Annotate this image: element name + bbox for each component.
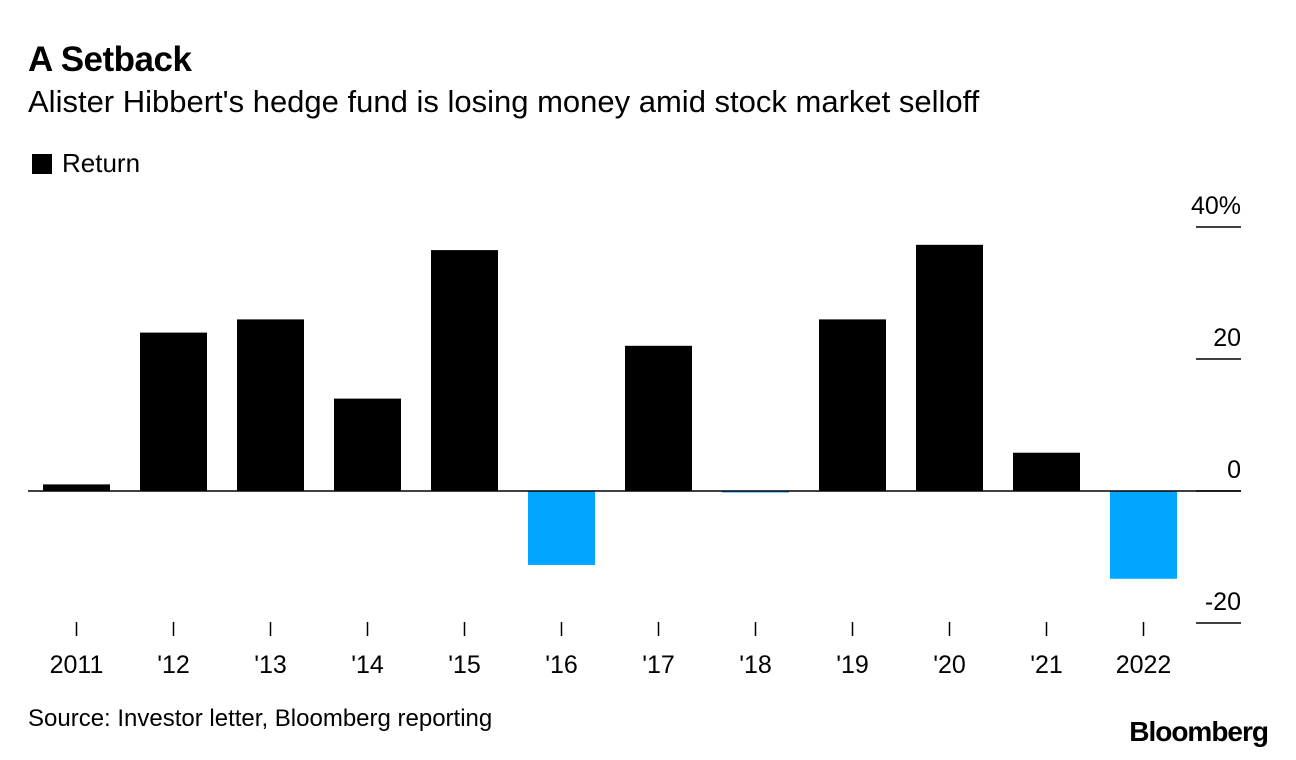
x-tick-label: '13 (254, 651, 287, 679)
chart-subtitle: Alister Hibbert's hedge fund is losing m… (28, 84, 980, 119)
bar (334, 398, 401, 491)
x-tick-label: '12 (157, 651, 190, 679)
bar (819, 319, 886, 491)
legend: Return (32, 148, 140, 179)
bar (140, 332, 207, 491)
x-tick-label: '18 (739, 651, 772, 679)
y-tick-label: 0 (1227, 456, 1241, 484)
source-note: Source: Investor letter, Bloomberg repor… (28, 705, 493, 732)
bar (625, 345, 692, 491)
bar (237, 319, 304, 491)
legend-swatch (32, 153, 52, 174)
x-tick-label: '14 (351, 651, 384, 679)
x-tick-label: '17 (642, 651, 675, 679)
y-tick-label: 40% (1191, 192, 1241, 220)
x-tick-label: 2011 (50, 651, 104, 679)
bar (43, 484, 110, 491)
chart-title: A Setback (28, 40, 192, 79)
bar (528, 491, 595, 565)
x-tick-label: '21 (1030, 651, 1063, 679)
x-tick-label: '20 (933, 651, 966, 679)
x-tick-label: '16 (545, 651, 578, 679)
bar (1013, 452, 1080, 491)
x-tick-label: 2022 (1116, 651, 1172, 679)
y-tick-label: -20 (1205, 588, 1241, 616)
y-tick-label: 20 (1213, 324, 1241, 352)
x-tick-label: '15 (448, 651, 481, 679)
bar (1110, 491, 1177, 579)
bar (916, 244, 983, 491)
bar (431, 250, 498, 491)
x-tick-label: '19 (836, 651, 869, 679)
bloomberg-logo: Bloomberg (1129, 716, 1269, 747)
legend-label: Return (62, 148, 141, 178)
